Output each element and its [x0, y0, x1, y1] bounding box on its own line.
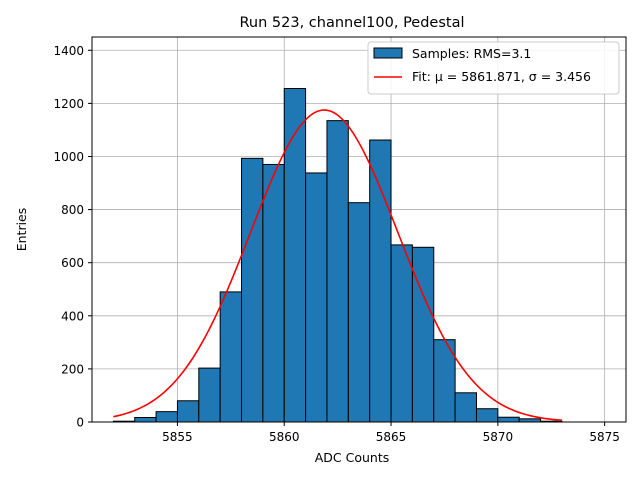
histogram-bar-5854: [155, 411, 178, 423]
y-axis-label: Entries: [14, 208, 29, 252]
chart-title: Run 523, channel100, Pedestal: [239, 15, 464, 31]
x-tick-label-5870: 5870: [483, 430, 514, 444]
histogram-bar-5868: [454, 392, 477, 423]
x-tick-label-5865: 5865: [376, 430, 407, 444]
legend: Samples: RMS=3.1 Fit: μ = 5861.871, σ = …: [367, 41, 620, 95]
y-axis-ticks: 0 200 400 600 800 1000 1200 1400: [53, 44, 92, 430]
y-tick-label-1000: 1000: [53, 150, 84, 164]
histogram-bar-5857: [219, 291, 243, 423]
legend-label-fit: Fit: μ = 5861.871, σ = 3.456: [412, 69, 591, 84]
x-tick-label-5855: 5855: [162, 430, 193, 444]
y-tick-label-800: 800: [61, 203, 84, 217]
legend-label-samples: Samples: RMS=3.1: [412, 46, 531, 61]
legend-patch-samples: [373, 47, 403, 59]
fit-curve: [113, 109, 562, 422]
histogram-bar-5853: [134, 416, 157, 423]
x-tick-label-5875: 5875: [589, 430, 620, 444]
y-tick-label-1200: 1200: [53, 97, 84, 111]
y-tick-label-600: 600: [61, 256, 84, 270]
y-tick-label-400: 400: [61, 309, 84, 323]
histogram-bar-5870: [497, 416, 520, 423]
histogram-bar-5861: [305, 172, 328, 423]
y-tick-label-0: 0: [76, 416, 84, 430]
histogram-bar-5865: [390, 244, 413, 423]
histogram-bar-5856: [198, 367, 221, 423]
histogram-bar-5858: [241, 157, 264, 423]
histogram-bar-5864: [369, 139, 392, 423]
histogram-bar-5866: [411, 246, 435, 423]
histogram-bar-5862: [326, 120, 349, 423]
x-axis-ticks: 5855 5860 5865 5870 5875: [162, 422, 620, 444]
y-tick-label-200: 200: [61, 362, 84, 376]
histogram-bar-5863: [347, 202, 371, 423]
histogram-bar-5855: [176, 400, 200, 423]
y-tick-label-1400: 1400: [53, 44, 84, 58]
x-tick-label-5860: 5860: [269, 430, 300, 444]
plot-frame: [91, 36, 627, 423]
histogram-bar-5860: [283, 88, 307, 423]
histogram-bar-5859: [262, 163, 285, 423]
legend-box: [367, 41, 620, 95]
histogram-bar-5869: [475, 408, 499, 423]
x-axis-label: ADC Counts: [315, 450, 390, 465]
